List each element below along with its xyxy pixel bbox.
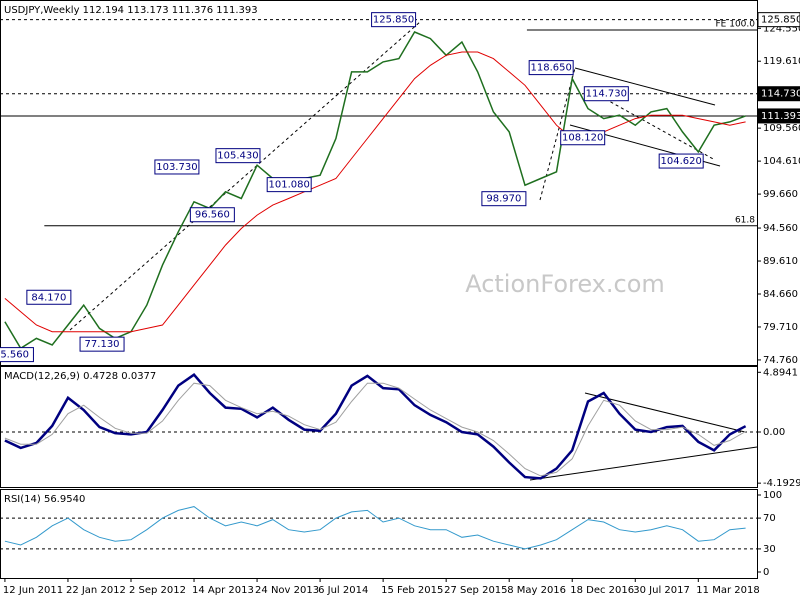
x-tick-label: 8 May 2016: [507, 585, 566, 596]
series-line: [4, 382, 746, 477]
y-tick-label: -4.1929: [763, 478, 800, 489]
annotation-box: [481, 191, 527, 207]
annotation-label: 98.970: [486, 194, 521, 205]
price-annotation: 77.130: [79, 336, 125, 352]
level-label-box: [757, 108, 800, 124]
level-label: 125.850: [761, 15, 800, 26]
level-label-box: [757, 86, 800, 102]
level-label: 111.393: [761, 111, 800, 122]
annotation-label: 118.650: [530, 63, 571, 74]
annotation-box: [0, 347, 34, 363]
y-tick-label: 30: [763, 544, 776, 555]
price-annotation: 101.080: [266, 177, 312, 193]
price-annotation: 103.730: [154, 159, 200, 175]
price-annotation: 96.560: [189, 207, 235, 223]
annotation-label: 125.850: [373, 15, 414, 26]
annotation-box: [154, 159, 200, 175]
rsi-panel-frame: [0, 489, 758, 579]
x-tick-label: 6 Jul 2014: [318, 585, 368, 596]
level-label-box: [757, 12, 800, 28]
y-tick-label: 70: [763, 513, 776, 524]
trend-line: [539, 67, 576, 201]
price-annotation: 75.560: [0, 347, 34, 363]
price-panel-frame: [0, 0, 758, 366]
annotation-box: [371, 12, 417, 28]
macd-trend-line: [529, 446, 758, 481]
annotation-box: [79, 336, 125, 352]
x-tick-label: 15 Feb 2015: [381, 585, 443, 596]
annotation-box: [560, 130, 606, 146]
price-annotation: 114.730: [583, 86, 629, 102]
annotation-box: [189, 207, 235, 223]
annotation-box: [26, 289, 72, 305]
x-tick-label: 22 Jan 2012: [66, 585, 126, 596]
y-tick-label: 104.610: [763, 156, 800, 167]
x-tick-label: 30 Jul 2017: [633, 585, 690, 596]
x-tick-label: 11 Mar 2018: [696, 585, 759, 596]
y-tick-label: 124.550: [763, 23, 800, 34]
annotation-label: 96.560: [195, 210, 230, 221]
annotation-label: 108.120: [562, 133, 603, 144]
annotation-box: [658, 153, 704, 169]
watermark: ActionForex.com: [465, 270, 665, 298]
annotation-box: [266, 177, 312, 193]
annotation-label: 114.730: [586, 89, 627, 100]
y-tick-label: 99.660: [763, 189, 798, 200]
annotation-label: 77.130: [85, 339, 120, 350]
channel-line: [574, 67, 716, 106]
annotation-box: [583, 86, 629, 102]
macd-trend-line: [584, 392, 746, 433]
x-tick-label: 24 Nov 2013: [255, 585, 319, 596]
annotation-label: 103.730: [156, 162, 197, 173]
annotation-box: [215, 148, 261, 164]
macd-panel-frame: [0, 366, 758, 488]
series-line: [4, 51, 746, 333]
annotation-label: 75.560: [0, 350, 29, 361]
x-tick-label: 12 Jun 2011: [3, 585, 63, 596]
y-tick-label: 119.610: [763, 56, 800, 67]
y-tick-label: 94.560: [763, 223, 798, 234]
y-tick-label: 109.560: [763, 123, 800, 134]
x-tick-label: 18 Dec 2016: [570, 585, 634, 596]
price-annotation: 108.120: [560, 130, 606, 146]
series-line: [4, 373, 747, 480]
price-annotation: 84.170: [26, 289, 72, 305]
x-tick-label: 2 Sep 2012: [129, 585, 186, 596]
series-line: [4, 506, 746, 550]
price-annotation: 125.850: [371, 12, 417, 28]
y-tick-label: 89.610: [763, 256, 798, 267]
fib-label: 61.8: [735, 215, 755, 225]
price-annotation: 104.620: [658, 153, 704, 169]
x-tick-label: 14 Apr 2013: [192, 585, 254, 596]
series-line: [4, 31, 746, 350]
panel-title: USDJPY,Weekly 112.194 113.173 111.376 11…: [4, 5, 258, 16]
annotation-label: 101.080: [269, 180, 310, 191]
level-label: 114.730: [761, 89, 800, 100]
price-annotation: 118.650: [528, 60, 574, 76]
price-annotation: 98.970: [481, 191, 527, 207]
y-tick-label: 74.760: [763, 355, 798, 366]
annotation-label: 84.170: [31, 292, 66, 303]
fib-label: FE 100.0: [716, 19, 756, 29]
price-annotation: 105.430: [215, 148, 261, 164]
y-tick-label: 79.710: [763, 322, 798, 333]
annotation-box: [528, 60, 574, 76]
y-tick-label: 4.8941: [763, 367, 798, 378]
annotation-label: 104.620: [660, 156, 701, 167]
panel-title: RSI(14) 56.9540: [4, 494, 85, 505]
y-tick-label: 100: [763, 490, 782, 501]
x-tick-label: 27 Sep 2015: [444, 585, 507, 596]
y-tick-label: 0: [763, 567, 769, 578]
panel-title: MACD(12,26,9) 0.4728 0.0377: [4, 371, 156, 382]
y-tick-label: 0.00: [763, 427, 785, 438]
y-tick-label: 84.660: [763, 289, 798, 300]
annotation-label: 105.430: [217, 151, 258, 162]
